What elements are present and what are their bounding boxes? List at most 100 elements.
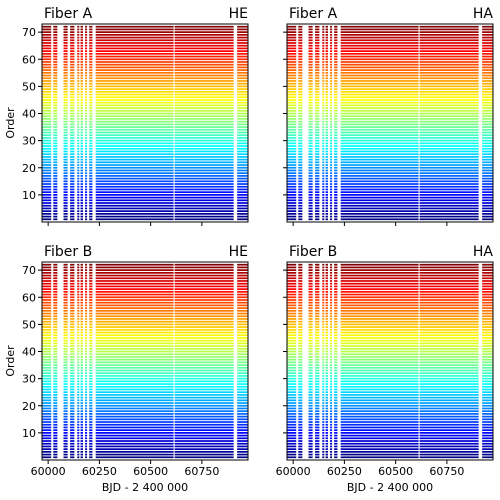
- data-gap-5: [82, 262, 86, 460]
- order-row-37: [42, 358, 248, 361]
- order-row-36: [287, 123, 493, 126]
- order-row-44: [42, 339, 248, 342]
- order-row-2: [287, 215, 493, 218]
- panel-title-left: Fiber B: [44, 244, 92, 260]
- x-tick-label-60000: 60000: [276, 465, 311, 478]
- x-tick-label-60750: 60750: [429, 465, 464, 478]
- order-row-7: [287, 440, 493, 442]
- order-row-32: [42, 372, 248, 375]
- x-tick-label-60500: 60500: [133, 465, 168, 478]
- order-row-66: [42, 42, 248, 44]
- data-gap-1: [302, 262, 309, 460]
- data-gap-9: [233, 262, 238, 460]
- x-tick-label-60250: 60250: [82, 465, 117, 478]
- order-row-51: [287, 320, 493, 323]
- data-gap-6: [332, 24, 335, 222]
- order-row-39: [42, 115, 248, 118]
- order-row-51: [287, 82, 493, 85]
- order-row-14: [42, 421, 248, 423]
- order-row-32: [287, 134, 493, 137]
- order-row-40: [42, 112, 248, 115]
- order-row-15: [42, 180, 248, 183]
- order-row-52: [287, 318, 493, 320]
- order-row-31: [42, 137, 248, 139]
- order-row-58: [287, 63, 493, 66]
- order-row-26: [287, 150, 493, 153]
- x-tick-label-60750: 60750: [184, 465, 219, 478]
- data-gap-9: [233, 24, 238, 222]
- order-row-33: [287, 131, 493, 134]
- order-row-43: [42, 342, 248, 345]
- order-row-3: [42, 451, 248, 453]
- order-row-44: [42, 101, 248, 104]
- data-gap-9: [478, 24, 483, 222]
- data-gap-8: [173, 262, 175, 460]
- y-tick-label-20: 20: [22, 162, 36, 175]
- order-row-5: [287, 445, 493, 448]
- order-row-49: [287, 88, 493, 90]
- order-row-2: [42, 215, 248, 218]
- order-row-36: [42, 123, 248, 126]
- order-row-45: [42, 99, 248, 101]
- order-row-54: [42, 74, 248, 77]
- order-row-11: [42, 191, 248, 194]
- order-row-50: [42, 85, 248, 88]
- order-row-62: [42, 290, 248, 293]
- order-row-22: [287, 161, 493, 164]
- order-row-25: [287, 391, 493, 394]
- order-row-57: [42, 66, 248, 69]
- order-row-12: [42, 426, 248, 429]
- order-row-31: [287, 375, 493, 377]
- order-row-27: [42, 385, 248, 388]
- order-row-23: [42, 158, 248, 161]
- order-row-40: [287, 350, 493, 353]
- plot-area: [42, 24, 248, 222]
- order-row-71: [42, 266, 248, 269]
- order-row-62: [287, 290, 493, 293]
- order-row-18: [287, 172, 493, 175]
- order-row-64: [42, 285, 248, 288]
- y-tick-label-40: 40: [22, 346, 36, 359]
- order-row-46: [287, 96, 493, 99]
- order-row-12: [287, 188, 493, 191]
- order-row-70: [42, 269, 248, 271]
- order-row-55: [287, 71, 493, 74]
- order-row-56: [287, 69, 493, 71]
- order-row-38: [42, 118, 248, 120]
- panel-title-right: HE: [229, 6, 248, 22]
- order-row-8: [287, 199, 493, 202]
- data-gap-4: [79, 262, 81, 460]
- order-row-1: [42, 456, 248, 459]
- order-row-67: [287, 39, 493, 42]
- order-row-37: [42, 120, 248, 123]
- order-row-16: [287, 415, 493, 418]
- order-row-64: [287, 285, 493, 288]
- order-row-38: [287, 356, 493, 358]
- plot-area: [287, 262, 493, 460]
- order-row-19: [42, 169, 248, 172]
- order-row-14: [42, 183, 248, 185]
- order-row-11: [287, 191, 493, 194]
- order-row-22: [287, 399, 493, 402]
- order-row-28: [287, 383, 493, 385]
- order-row-42: [42, 345, 248, 347]
- plot-area: [287, 24, 493, 222]
- order-row-33: [42, 369, 248, 372]
- order-row-35: [287, 126, 493, 128]
- panel-3: 10 20 30 40 50 60 70 60000 60250 60500 60750 Fiber …: [4, 244, 249, 494]
- order-row-42: [287, 107, 493, 109]
- x-tick-label-60500: 60500: [378, 465, 413, 478]
- y-tick-label-30: 30: [22, 135, 36, 148]
- order-row-52: [42, 80, 248, 82]
- order-row-48: [287, 328, 493, 331]
- panel-title-left: Fiber A: [44, 6, 93, 22]
- order-row-11: [287, 429, 493, 432]
- order-row-1: [42, 218, 248, 221]
- order-row-22: [42, 399, 248, 402]
- order-row-58: [42, 301, 248, 304]
- order-row-23: [287, 396, 493, 399]
- x-axis-label: BJD - 2 400 000: [347, 481, 433, 494]
- panel-2: Fiber A HA: [283, 6, 494, 226]
- order-row-53: [42, 315, 248, 318]
